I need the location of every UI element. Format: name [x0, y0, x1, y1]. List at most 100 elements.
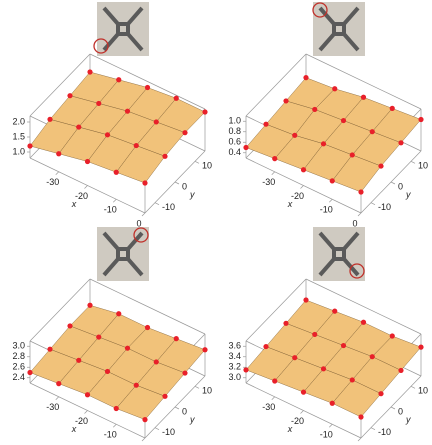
data-point	[369, 354, 375, 360]
z-tick-label: 3.6	[228, 341, 241, 351]
panel: -30 -20 -10 0 x 10 0 -10 y 3.03.23.43.6	[228, 227, 428, 445]
data-point	[283, 320, 289, 326]
data-point	[332, 308, 338, 314]
data-point	[358, 414, 364, 420]
photo-highlight	[133, 227, 149, 243]
data-point	[243, 367, 249, 373]
data-point	[272, 156, 278, 162]
y-tick-label: 10	[202, 386, 212, 396]
data-point	[243, 144, 249, 151]
data-point	[144, 324, 151, 331]
panel: -30 -20 -10 0 x 10 0 -10 y 0.40.60.81.0	[228, 2, 428, 228]
x-tick-label: -30	[262, 177, 275, 187]
x-tick	[55, 396, 59, 400]
y-tick-label: -10	[378, 202, 391, 212]
y-tick	[154, 202, 160, 205]
data-point	[292, 132, 298, 138]
x-tick	[141, 437, 146, 442]
box-edge	[89, 278, 206, 335]
y-tick	[410, 386, 416, 389]
data-point	[329, 400, 335, 406]
data-point	[104, 132, 111, 138]
data-point	[76, 357, 82, 363]
data-point	[329, 178, 335, 184]
data-point	[303, 297, 309, 303]
z-tick-label: 2.6	[12, 362, 25, 372]
data-point	[173, 95, 179, 101]
data-point	[272, 378, 278, 384]
data-point	[56, 151, 62, 157]
z-tick-label: 1.5	[12, 131, 25, 141]
data-point	[263, 343, 269, 350]
z-tick-label: 0.8	[228, 126, 241, 136]
x-tick-label: -20	[291, 191, 304, 201]
data-point	[104, 368, 111, 375]
data-point	[87, 302, 93, 308]
x-tick	[300, 185, 304, 189]
box-edge	[245, 278, 307, 342]
data-point	[340, 342, 347, 349]
data-point	[173, 336, 179, 342]
y-tick	[174, 406, 180, 410]
data-point	[142, 180, 148, 186]
z-tick-label: 1.0	[12, 146, 25, 156]
x-tick	[271, 396, 275, 400]
data-point	[113, 169, 119, 175]
data-point	[182, 370, 188, 376]
y-tick	[370, 427, 376, 430]
x-tick-label: -30	[262, 402, 275, 412]
x-axis-label: x	[287, 424, 293, 434]
data-point	[116, 77, 122, 83]
data-point	[47, 116, 53, 122]
x-tick	[84, 185, 88, 189]
x-axis-label: x	[71, 424, 77, 434]
data-point	[113, 405, 119, 412]
data-point	[312, 106, 318, 113]
box-edge	[305, 278, 422, 335]
x-tick-label: -10	[104, 430, 117, 440]
y-axis-label: y	[405, 414, 411, 424]
z-tick-label: 2.8	[12, 351, 25, 361]
y-axis-label: y	[405, 189, 411, 199]
data-point	[27, 143, 33, 149]
y-tick-label: 10	[418, 386, 428, 396]
data-point	[202, 109, 208, 115]
x-tick	[271, 171, 275, 175]
data-point	[182, 130, 188, 136]
data-point	[349, 152, 355, 158]
data-point	[398, 140, 404, 146]
data-point	[312, 331, 318, 338]
data-point	[124, 108, 131, 114]
z-tick-label: 3.0	[228, 372, 241, 382]
x-tick-label: -30	[46, 402, 59, 412]
data-point	[369, 129, 375, 135]
box-edge	[305, 53, 422, 110]
data-point	[96, 334, 102, 340]
y-tick-label: 0	[182, 181, 187, 191]
data-point	[389, 105, 395, 111]
data-point	[67, 93, 73, 99]
x-tick-label: -20	[75, 416, 88, 426]
photo-highlight	[312, 2, 328, 18]
y-tick-label: 0	[398, 181, 403, 191]
x-tick	[113, 199, 117, 203]
y-tick	[154, 427, 160, 430]
z-tick-label: 3.2	[228, 362, 241, 372]
photo-object	[318, 6, 360, 52]
x-tick-label: -10	[320, 205, 333, 215]
data-point	[142, 417, 148, 423]
y-tick	[370, 202, 376, 205]
data-point	[320, 366, 327, 372]
data-point	[67, 323, 73, 329]
data-point	[300, 389, 307, 395]
x-axis-label: x	[287, 199, 293, 209]
y-tick	[194, 161, 200, 164]
data-point	[360, 319, 367, 325]
y-tick	[390, 181, 396, 185]
data-point	[133, 382, 139, 388]
panel: -30 -20 -10 0 x 10 0 -10 y 2.42.62.83.0	[12, 227, 212, 445]
y-tick-label: -10	[378, 427, 391, 437]
panel: -30 -20 -10 0 x 10 0 -10 y 1.0 1.5 2.0	[12, 2, 212, 228]
data-point	[389, 333, 395, 339]
